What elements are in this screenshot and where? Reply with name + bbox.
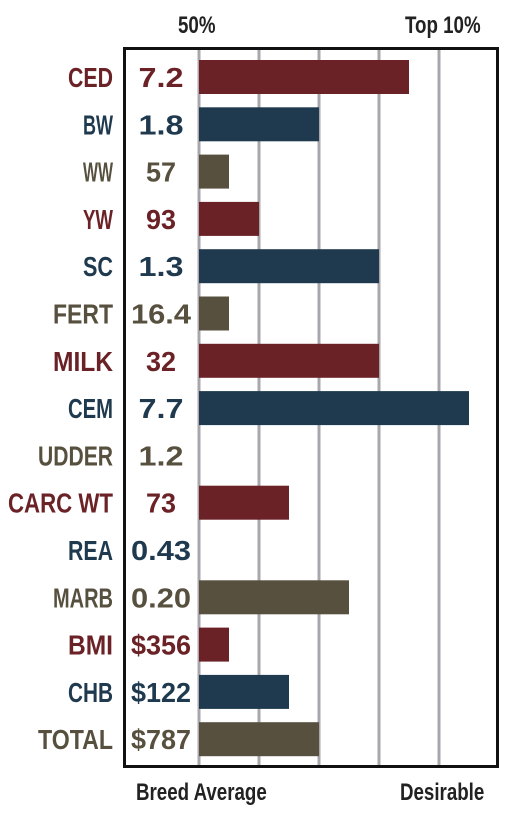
bar-marb [199, 580, 349, 615]
row-value: $122 [131, 677, 191, 708]
bar-chb [199, 674, 289, 709]
footer-breed-average: Breed Average [136, 779, 267, 806]
bar-yw [199, 201, 259, 236]
row-value: 16.4 [131, 299, 191, 330]
bar-carc-wt [199, 485, 289, 520]
row-value: 7.2 [139, 62, 184, 93]
bar-sc [199, 249, 379, 284]
row-value: 93 [146, 204, 176, 235]
bar-ced [199, 60, 409, 94]
row-label: TOTAL [38, 724, 113, 755]
row-value: 1.8 [139, 109, 184, 140]
bar-fert [199, 296, 229, 331]
row-label: MARB [53, 582, 113, 613]
header-top-10-percent: Top 10% [405, 12, 481, 39]
bar-bw [199, 107, 319, 142]
row-value: 32 [146, 346, 176, 377]
footer-desirable: Desirable [400, 779, 485, 806]
row-value: 1.2 [139, 440, 184, 471]
row-label: REA [68, 535, 113, 566]
row-value: $787 [131, 724, 191, 755]
bar-cem [199, 391, 469, 426]
row-value: $356 [131, 630, 191, 661]
row-value: 0.20 [131, 582, 191, 613]
header-50-percent: 50% [178, 12, 216, 39]
row-label: BW [83, 109, 113, 140]
row-value: 73 [146, 488, 176, 519]
bar-milk [199, 343, 379, 378]
row-label: CARC WT [8, 488, 113, 519]
row-value: 0.43 [131, 535, 191, 566]
row-label: FERT [53, 299, 113, 330]
row-label: BMI [68, 630, 113, 661]
row-label: MILK [53, 346, 113, 377]
bar-total [199, 722, 319, 757]
row-label: WW [83, 157, 113, 188]
row-value: 1.3 [139, 251, 184, 282]
bar-bmi [199, 627, 229, 662]
row-label: SC [83, 251, 113, 282]
bar-ww [199, 154, 229, 189]
row-value: 7.7 [139, 393, 184, 424]
row-label: CEM [68, 393, 113, 424]
row-label: YW [83, 204, 113, 235]
row-label: CHB [68, 677, 113, 708]
row-label: CED [68, 62, 113, 93]
row-label: UDDER [38, 440, 113, 471]
row-value: 57 [146, 157, 176, 188]
